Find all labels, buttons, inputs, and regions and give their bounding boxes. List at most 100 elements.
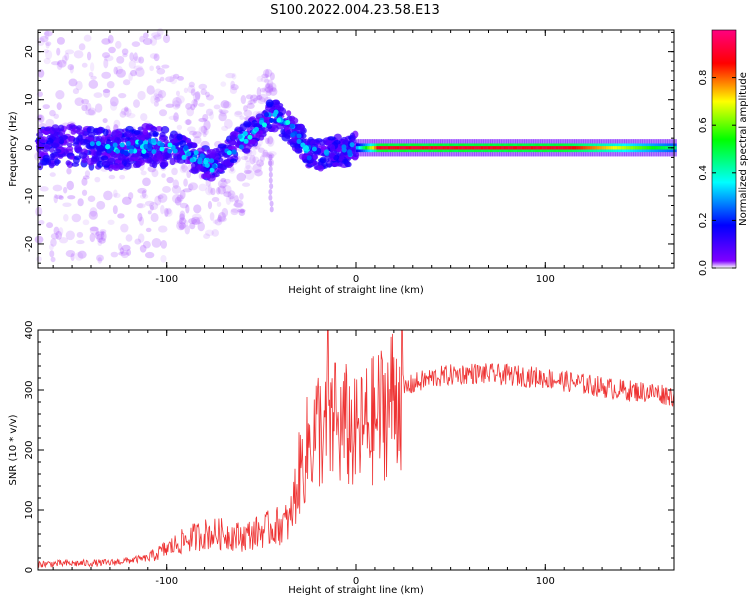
spectrogram-noise xyxy=(211,229,219,237)
spectrogram-noise xyxy=(115,40,122,49)
spectrogram-noise xyxy=(216,201,222,207)
spectrogram-band-core xyxy=(433,146,436,150)
spectrogram-peak xyxy=(151,149,157,155)
spectrogram-noise xyxy=(169,74,178,85)
spectrogram-cell xyxy=(190,142,198,149)
spectrogram-peak xyxy=(96,140,102,146)
spectrogram-noise xyxy=(196,216,204,225)
spectrogram-band-core xyxy=(515,146,518,150)
spectrogram-noise xyxy=(72,88,80,95)
spectrogram-noise xyxy=(158,225,168,233)
spectrogram-noise xyxy=(190,88,196,96)
spectrogram-noise xyxy=(268,189,273,196)
spectrogram-noise xyxy=(188,81,195,88)
spectrogram-band-core xyxy=(380,146,384,150)
spectrogram-noise xyxy=(137,187,147,194)
spectrogram-noise xyxy=(182,188,192,193)
spectrogram-band-core xyxy=(528,146,532,150)
spectrogram-noise xyxy=(88,71,94,77)
spectrogram-cell xyxy=(44,126,51,132)
spectrogram-peak xyxy=(183,145,189,151)
spectrogram-noise xyxy=(101,71,112,79)
spectrogram-noise xyxy=(246,102,255,109)
spectrogram-noise xyxy=(89,226,99,232)
spectrogram-peak xyxy=(289,123,295,129)
spectrogram-cell xyxy=(74,145,82,153)
spectrogram-cell xyxy=(160,159,169,168)
spectrogram-noise xyxy=(265,151,274,161)
spectrogram-noise xyxy=(93,92,103,98)
spectrogram-cell xyxy=(37,162,44,171)
spectrogram-noise xyxy=(121,244,131,252)
spectrogram-noise xyxy=(171,194,182,204)
spectrogram-peak xyxy=(261,122,267,128)
spectrogram-noise xyxy=(234,110,243,116)
spectrogram-noise xyxy=(176,124,183,131)
spectrogram-noise xyxy=(216,216,227,223)
spectrogram-noise xyxy=(217,179,228,189)
spectrogram-band-core xyxy=(637,146,641,150)
spectrogram-cell xyxy=(327,136,336,141)
spectrogram-band-core xyxy=(626,146,629,150)
spectrogram-noise xyxy=(184,119,192,125)
spectrogram-band-core xyxy=(610,146,613,150)
spectrogram-cell xyxy=(206,149,213,156)
spectrogram-band-core xyxy=(567,146,570,150)
spectrogram-noise xyxy=(185,119,191,126)
spectrogram-peak xyxy=(264,112,270,118)
spectrogram-noise xyxy=(153,34,162,40)
spectrogram-band-core xyxy=(601,146,604,150)
spectrogram-band-core xyxy=(587,146,591,150)
spectrogram-noise xyxy=(186,126,196,133)
spectrogram-cell xyxy=(312,160,319,165)
spectrogram-noise xyxy=(259,87,266,93)
spectrogram-noise xyxy=(99,229,107,234)
spectrogram-noise xyxy=(50,256,56,263)
spectrogram-band-core xyxy=(499,146,502,150)
spectrogram-noise xyxy=(89,226,99,235)
spectrogram-noise xyxy=(162,186,171,193)
spectrogram-noise xyxy=(55,230,63,240)
spectrogram-band-core xyxy=(651,146,654,150)
spectrogram-noise xyxy=(146,85,155,95)
spectrogram-noise xyxy=(120,250,130,259)
spectrogram-peak xyxy=(147,143,153,149)
spectrogram-band-core xyxy=(537,146,541,150)
spectrogram-noise xyxy=(265,90,272,96)
spectrogram-noise xyxy=(221,207,229,218)
spectrogram-band-core xyxy=(608,146,611,150)
spectrogram-y-label: Frequency (Hz) xyxy=(8,111,19,187)
spectrogram-band-core xyxy=(392,146,395,150)
spectrogram-noise xyxy=(56,47,61,56)
colorbar-ticks: 0.0 0.2 0.4 0.6 0.8 xyxy=(698,70,736,276)
spectrogram-noise xyxy=(198,83,208,90)
spectrogram-noise xyxy=(149,202,159,211)
spectrogram-band-core xyxy=(492,146,495,150)
spectrogram-band-core xyxy=(503,146,507,150)
spectrogram-noise xyxy=(269,200,274,207)
spectrogram-noise xyxy=(43,48,49,54)
spectrogram-peak xyxy=(242,131,248,137)
spectrogram-band-core xyxy=(430,146,434,150)
spectrogram-noise xyxy=(207,184,212,194)
spectrogram-band-core xyxy=(585,146,589,150)
spectrogram-band-core xyxy=(624,146,627,150)
spectrogram-noise xyxy=(252,149,257,156)
spectrogram-noise xyxy=(238,209,246,216)
spectrogram-band-core xyxy=(369,146,373,150)
spectrogram-noise xyxy=(198,183,207,192)
spectrogram-noise xyxy=(260,76,269,83)
spectrogram-peak xyxy=(138,139,144,145)
colorbar-label: Normalized spectral amplitude xyxy=(738,72,749,226)
spectrogram-cell xyxy=(133,130,141,136)
spectrogram-band-core xyxy=(510,146,514,150)
spectrogram-peak xyxy=(341,147,347,153)
spectrogram-peak xyxy=(186,151,192,157)
spectrogram-noise xyxy=(101,52,111,59)
spectrogram-cell xyxy=(176,133,183,141)
spectrogram-noise xyxy=(265,82,270,89)
spectrogram-noise xyxy=(220,177,227,183)
spectrogram-noise xyxy=(74,97,84,106)
spectrogram-noise xyxy=(67,195,76,200)
spectrogram-peak xyxy=(296,138,302,144)
